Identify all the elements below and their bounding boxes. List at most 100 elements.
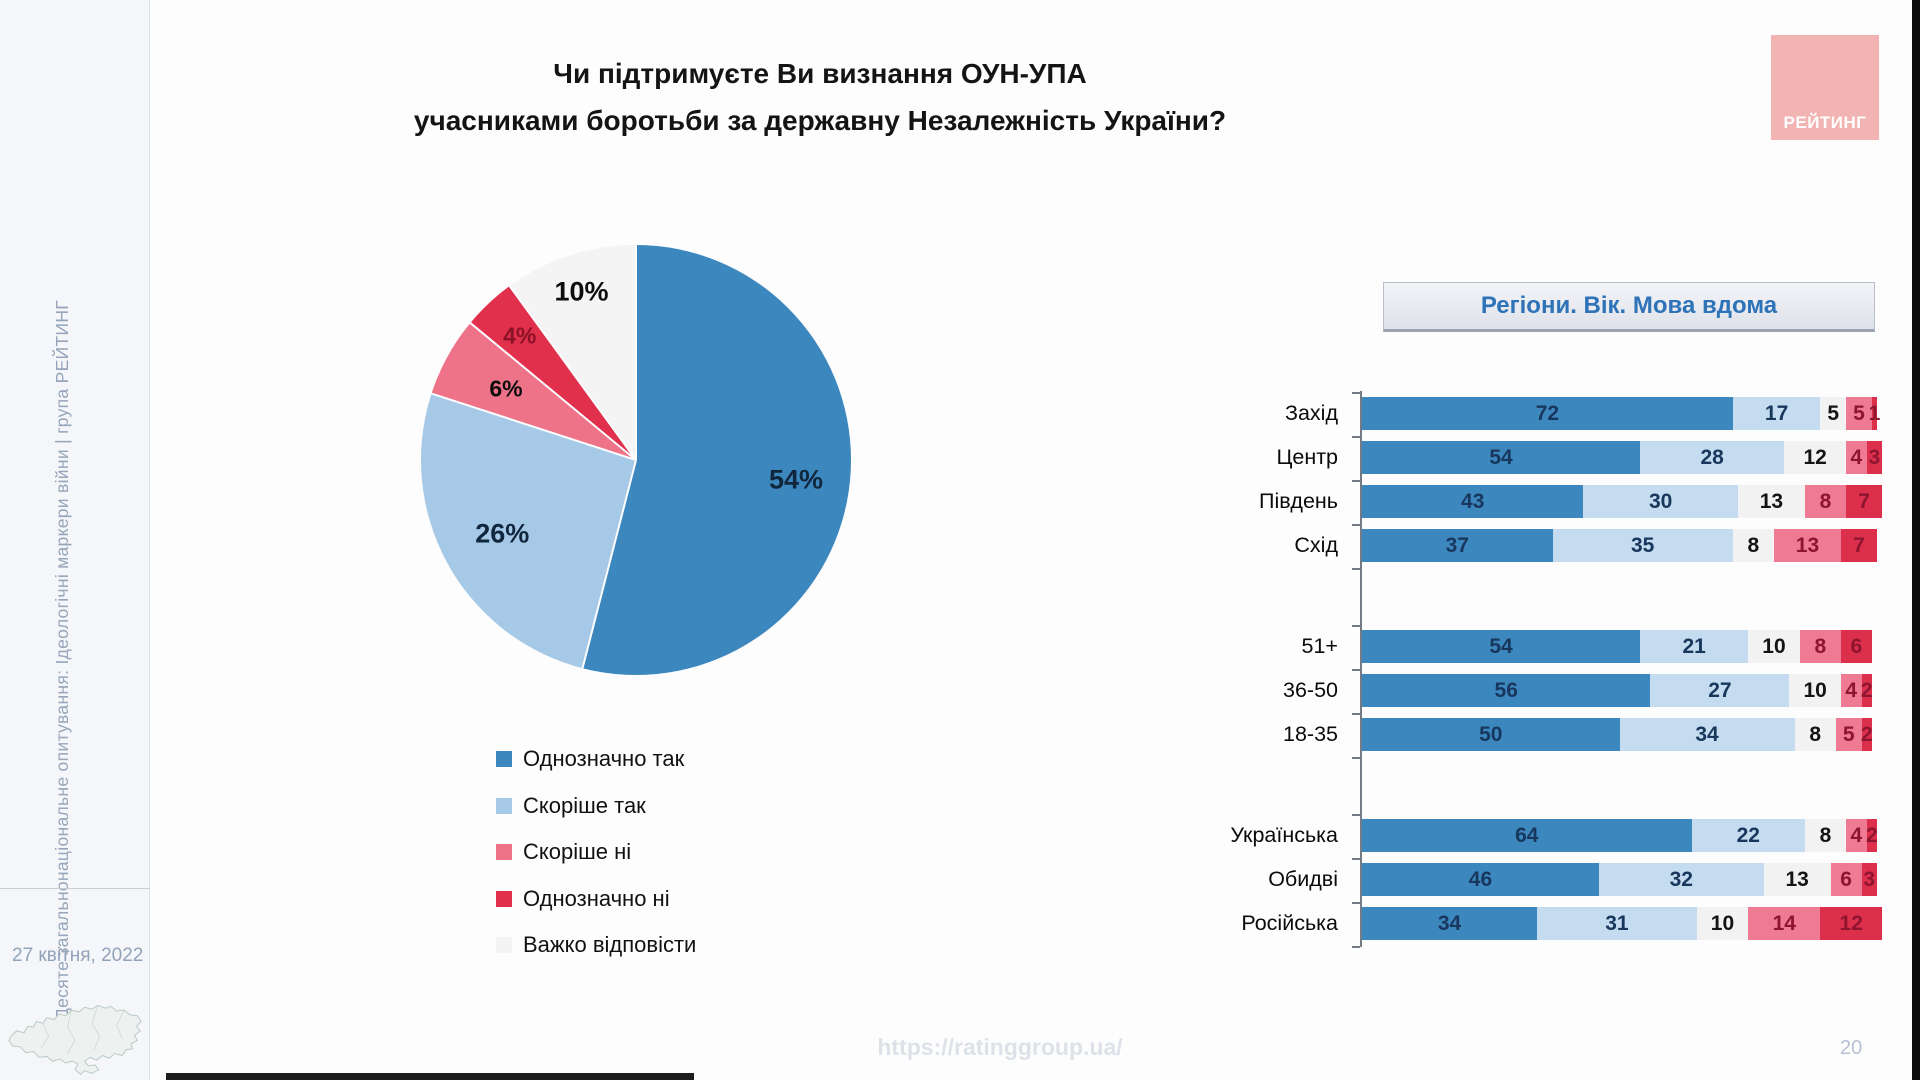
bar-row-label: 18-35 [1283, 722, 1338, 746]
pie-slice-separator [431, 392, 637, 461]
bar-segment: 5 [1820, 397, 1847, 430]
bar-row-label: Російська [1241, 911, 1338, 935]
bar-segment: 6 [1840, 630, 1872, 663]
pie-chart: 54% 26% 6% 4% 10% [421, 245, 851, 675]
bar-segment-value: 30 [1649, 490, 1673, 513]
bar-segment-value: 27 [1708, 679, 1732, 702]
bar-segment: 46 [1362, 863, 1599, 896]
bar-segment: 32 [1598, 863, 1764, 896]
bar-segment-value: 8 [1814, 635, 1827, 658]
slide-title-line2: учасниками боротьби за державну Незалежн… [413, 105, 1227, 136]
footer-url: https://ratinggroup.ua/ [877, 1034, 1123, 1060]
pie-slice-label: 26% [475, 518, 530, 549]
bar-segment-value: 10 [1803, 679, 1827, 702]
bar-segment: 8 [1799, 630, 1841, 663]
bar-row-label: Центр [1276, 445, 1338, 469]
ukraine-map-graphic [8, 1004, 142, 1075]
bar-segment-value: 13 [1785, 868, 1809, 891]
pie-slice-label: 54% [768, 464, 823, 495]
bar-segment-value: 4 [1850, 446, 1863, 469]
bar-segment-value: 2 [1860, 679, 1873, 702]
bar-track: 37 35 8 13 7 [1362, 529, 1877, 562]
axis-tick [1352, 391, 1360, 394]
bar-segment-value: 31 [1605, 912, 1629, 935]
legend-item: Важко відповісти [496, 922, 696, 969]
axis-tick [1352, 479, 1360, 482]
bar-row-label: 36-50 [1283, 678, 1338, 702]
bar-segment-value: 3 [1868, 446, 1881, 469]
bar-segment: 13 [1737, 485, 1805, 518]
bar-track: 54 28 12 4 3 [1362, 441, 1883, 474]
bar-segment-value: 7 [1853, 534, 1865, 557]
legend-label: Важко відповісти [523, 932, 697, 958]
bar-segment: 64 [1362, 819, 1692, 852]
bar-segment: 4 [1846, 819, 1867, 852]
bar-row: 36-50 56 27 10 4 2 [1128, 674, 1888, 707]
bar-segment: 8 [1794, 718, 1836, 751]
pie-slice-separator [581, 459, 637, 669]
bar-segment-value: 17 [1764, 402, 1789, 425]
pie-slice-separator [508, 285, 637, 461]
bar-segment: 1 [1869, 397, 1880, 430]
breakdown-panel-header: Регіони. Вік. Мова вдома [1383, 282, 1875, 332]
bar-segment: 56 [1362, 674, 1651, 707]
legend-swatch [496, 797, 512, 814]
bar-row-label: Схід [1294, 533, 1338, 557]
bar-segment: 34 [1619, 718, 1795, 751]
bar-row-label: Захід [1284, 401, 1338, 425]
pie-slice-separator [635, 245, 637, 460]
slide-title-line1: Чи підтримуєте Ви визнання ОУН-УПА [553, 58, 1087, 89]
slide-title: Чи підтримуєте Ви визнання ОУН-УПА учасн… [370, 50, 1270, 144]
bar-track: 50 34 8 5 2 [1362, 718, 1873, 751]
bar-segment-value: 54 [1489, 446, 1513, 469]
bar-segment-value: 6 [1840, 868, 1852, 891]
bar-track: 43 30 13 8 7 [1362, 485, 1883, 518]
bar-segment: 3 [1866, 441, 1883, 474]
bar-segment: 12 [1820, 907, 1883, 940]
bar-segment: 27 [1650, 674, 1790, 707]
axis-tick [1352, 813, 1360, 816]
logo-text: РЕЙТИНГ [1783, 113, 1867, 132]
legend-label: Однозначно ні [523, 885, 670, 911]
axis-tick [1352, 945, 1360, 948]
bar-segment-value: 5 [1842, 723, 1855, 746]
bar-segment: 2 [1866, 819, 1878, 852]
bar-segment: 8 [1804, 485, 1847, 518]
axis-tick [1352, 435, 1360, 438]
bar-segment: 7 [1840, 529, 1877, 562]
legend-item: Однозначно ні [496, 876, 696, 923]
bar-segment: 54 [1362, 630, 1641, 663]
bar-segment-value: 12 [1839, 912, 1863, 935]
bar-segment-value: 64 [1515, 824, 1539, 847]
bar-segment-value: 4 [1850, 824, 1863, 847]
legend-label: Скоріше так [523, 792, 646, 818]
bar-segment-value: 34 [1695, 723, 1719, 746]
bar-segment-value: 34 [1437, 912, 1462, 935]
bar-segment-value: 1 [1868, 402, 1881, 425]
bar-segment: 6 [1830, 863, 1862, 896]
bar-segment-value: 22 [1736, 824, 1760, 847]
bar-segment: 22 [1691, 819, 1805, 852]
bar-segment: 28 [1640, 441, 1785, 474]
bar-segment: 37 [1362, 529, 1553, 562]
bar-track: 64 22 8 4 2 [1362, 819, 1878, 852]
bar-segment: 54 [1362, 441, 1641, 474]
bar-segment: 4 [1846, 441, 1867, 474]
bar-segment: 72 [1362, 397, 1733, 430]
bar-row: Схід 37 35 8 13 7 [1128, 529, 1888, 562]
bar-segment-value: 5 [1827, 402, 1840, 425]
bar-segment: 13 [1773, 529, 1841, 562]
bar-row: Українська 64 22 8 4 2 [1128, 819, 1888, 852]
bar-segment-value: 3 [1863, 868, 1876, 891]
bar-segment: 10 [1696, 907, 1749, 940]
bar-row: 18-35 50 34 8 5 2 [1128, 718, 1888, 751]
legend-swatch [496, 890, 512, 907]
bar-segment: 5 [1835, 718, 1862, 751]
bar-segment-value: 35 [1630, 534, 1655, 557]
bar-row-label: Південь [1259, 489, 1338, 513]
bar-segment-value: 56 [1494, 679, 1518, 702]
axis-tick [1352, 712, 1360, 715]
bar-segment-value: 8 [1747, 534, 1760, 557]
legend-swatch [496, 844, 512, 861]
bar-segment: 12 [1784, 441, 1847, 474]
